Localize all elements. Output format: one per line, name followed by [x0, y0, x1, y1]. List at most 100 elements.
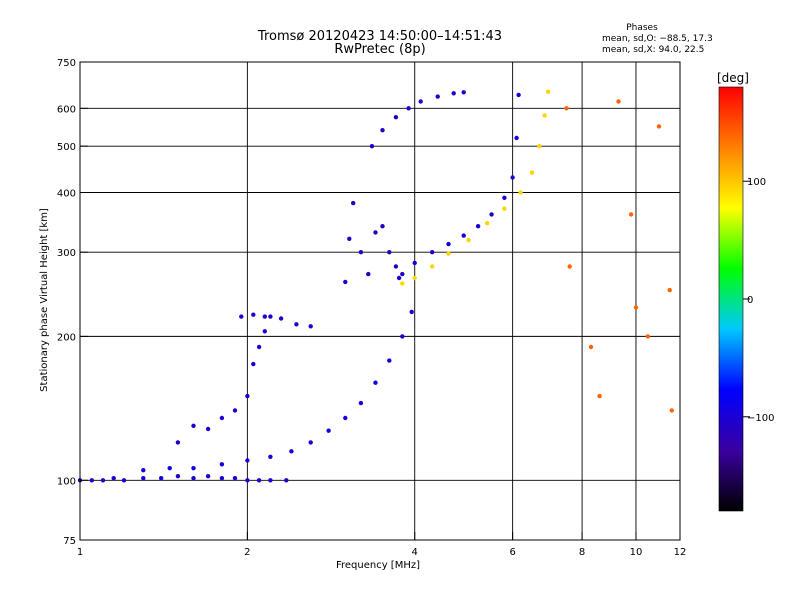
- x-tick-label: 8: [579, 547, 585, 558]
- colorbar-tick-label: −100: [747, 413, 774, 424]
- series-0: [77, 474, 289, 483]
- data-point: [529, 170, 535, 175]
- data-point: [446, 251, 451, 256]
- data-point: [219, 476, 225, 481]
- data-point: [451, 91, 456, 96]
- stats-label: Phases: [626, 23, 658, 33]
- y-tick-label: 300: [57, 248, 76, 259]
- plot-area: [80, 62, 680, 540]
- x-tick-label: 12: [674, 547, 687, 558]
- data-point: [396, 275, 402, 281]
- colorbar-ticks: 100 0 −100: [743, 177, 774, 424]
- data-point: [656, 124, 662, 129]
- data-point: [400, 281, 405, 286]
- data-point: [387, 358, 392, 363]
- data-point: [400, 334, 405, 339]
- data-point: [239, 314, 244, 319]
- data-points: [77, 89, 674, 483]
- data-point: [308, 440, 313, 445]
- data-point: [409, 309, 414, 315]
- colorbar-tick-label: 0: [747, 295, 753, 306]
- y-tick-label: 75: [63, 536, 76, 547]
- data-point: [289, 449, 294, 454]
- data-point: [510, 175, 515, 180]
- data-point: [175, 440, 181, 445]
- data-point: [347, 236, 352, 241]
- plot-background: [80, 62, 680, 540]
- data-point: [616, 99, 621, 104]
- data-point: [466, 237, 471, 243]
- data-point: [633, 305, 639, 310]
- data-point: [446, 241, 451, 247]
- data-point: [485, 221, 490, 226]
- x-tick-label: 6: [509, 547, 515, 558]
- data-point: [343, 279, 348, 285]
- data-point: [262, 329, 267, 334]
- data-point: [219, 462, 225, 467]
- data-point: [380, 128, 385, 133]
- y-axis-label: Stationary phase Virtual Height [km]: [39, 208, 50, 392]
- data-point: [412, 260, 417, 266]
- data-point: [262, 314, 267, 319]
- data-point: [219, 415, 225, 421]
- data-point: [669, 408, 674, 413]
- data-point: [518, 190, 523, 195]
- y-tick-label: 100: [57, 476, 76, 487]
- data-point: [645, 334, 650, 339]
- data-point: [191, 476, 196, 481]
- data-point: [475, 224, 481, 229]
- data-point: [393, 115, 399, 120]
- series-8: [564, 99, 674, 413]
- y-tick-label: 400: [57, 188, 76, 199]
- data-point: [175, 474, 181, 479]
- x-tick-label: 4: [412, 547, 418, 558]
- data-point: [358, 250, 364, 255]
- data-point: [191, 423, 196, 428]
- data-point: [205, 474, 211, 479]
- colorbar-label: [deg]: [717, 71, 749, 85]
- data-point: [380, 224, 385, 229]
- data-point: [537, 144, 542, 149]
- chart-subtitle: RwPretec (8p): [334, 42, 425, 57]
- data-point: [294, 322, 299, 327]
- data-point: [514, 135, 519, 141]
- data-point: [430, 250, 435, 255]
- data-point: [567, 264, 572, 269]
- data-point: [461, 233, 466, 238]
- data-point: [141, 476, 146, 481]
- data-point: [268, 454, 273, 459]
- data-point: [418, 99, 423, 104]
- data-point: [191, 466, 196, 471]
- data-point: [111, 476, 116, 481]
- stats-line-o: mean, sd,O: −88.5, 17.3: [602, 34, 713, 44]
- data-point: [435, 94, 440, 99]
- data-point: [256, 478, 262, 483]
- y-tick-label: 500: [57, 142, 76, 153]
- data-point: [369, 144, 375, 149]
- x-tick-label: 1: [77, 547, 83, 558]
- data-point: [588, 344, 594, 350]
- data-point: [430, 264, 435, 269]
- data-point: [89, 478, 95, 483]
- data-point: [268, 478, 273, 483]
- data-point: [232, 408, 238, 413]
- data-point: [545, 89, 551, 94]
- colorbar: [718, 86, 744, 512]
- data-point: [351, 200, 356, 206]
- data-point: [387, 250, 392, 255]
- data-point: [406, 106, 411, 111]
- plot-frame: [79, 61, 681, 541]
- series-4: [343, 200, 405, 285]
- data-point: [343, 415, 348, 421]
- data-point: [358, 400, 364, 406]
- data-point: [667, 287, 672, 293]
- data-point: [167, 466, 172, 471]
- data-point: [245, 393, 250, 399]
- y-tick-label: 600: [57, 104, 76, 115]
- series-1: [141, 309, 414, 473]
- colorbar-tick-label: 100: [747, 177, 766, 188]
- data-point: [516, 92, 521, 98]
- x-tick-label: 10: [630, 547, 643, 558]
